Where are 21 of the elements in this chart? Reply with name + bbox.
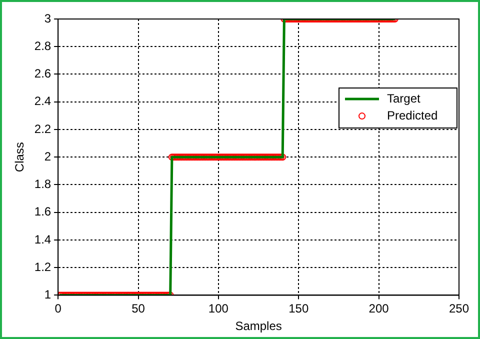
y-tick-label: 2.4 [34,94,52,108]
y-tick-label: 3 [44,11,52,26]
x-tick-label: 200 [368,302,390,316]
x-axis-title: Samples [235,319,282,334]
x-tick-label: 0 [54,302,62,316]
y-tick-label: 2.2 [34,122,52,136]
legend-label: Target [387,91,422,106]
y-tick-label: 1.6 [34,204,52,219]
y-tick-label: 1.2 [34,260,52,274]
x-tick-label: 100 [208,302,229,316]
y-tick-label: 1.8 [34,177,52,192]
y-tick-label: 2.6 [34,66,52,81]
y-tick-label: 2.8 [34,38,52,53]
y-tick-label: 1 [44,288,52,302]
legend-label: Predicted [387,108,438,122]
x-tick-label: 150 [288,302,309,316]
y-axis-title: Class [12,142,27,172]
x-tick-label: 250 [448,302,470,316]
y-tick-label: 1.4 [34,232,52,246]
x-tick-label: 50 [132,302,146,316]
y-tick-label: 2 [44,149,52,164]
